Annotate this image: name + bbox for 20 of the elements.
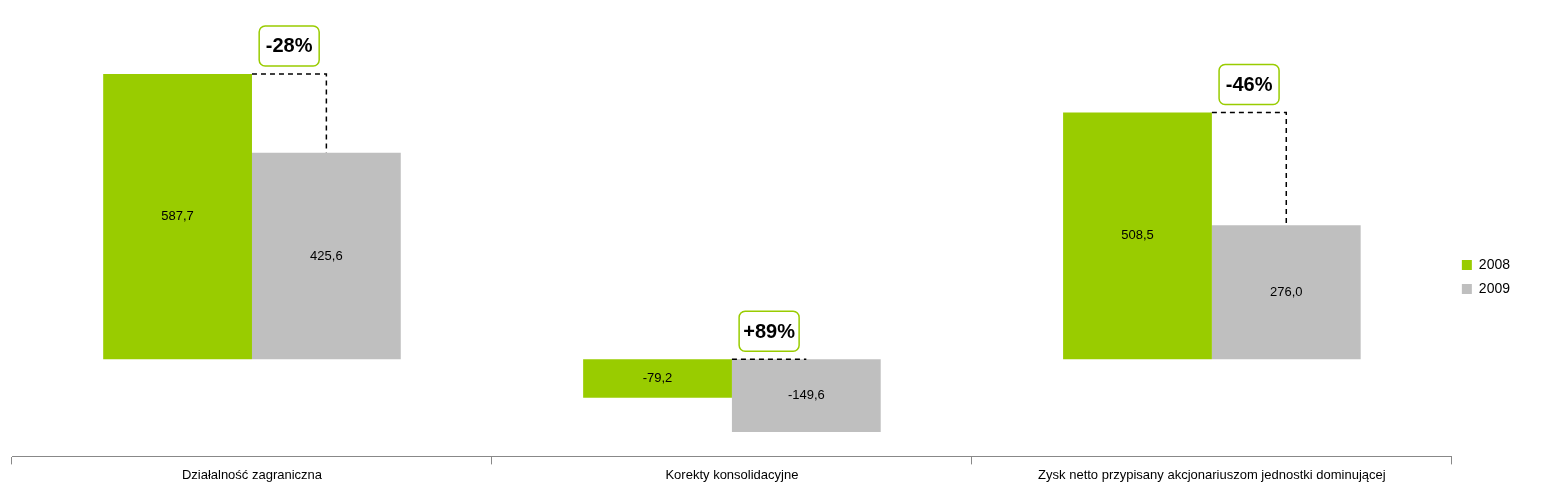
- annotation: -46%: [1225, 72, 1273, 95]
- bar: [251, 152, 401, 360]
- data-label: -149,6: [787, 387, 825, 403]
- legend-label: 2008: [1478, 255, 1511, 272]
- bar: [1063, 112, 1212, 360]
- bar: [103, 73, 252, 360]
- data-label: 587,7: [161, 208, 194, 224]
- x-tick-label: Działalność zagraniczna: [181, 466, 323, 482]
- data-label: 276,0: [1270, 283, 1303, 299]
- x-tick-label: Korekty konsolidacyjne: [665, 466, 799, 482]
- annotation: +89%: [743, 319, 796, 342]
- legend-label: 2009: [1478, 279, 1511, 296]
- data-label: 508,5: [1121, 227, 1154, 243]
- annotation: -28%: [265, 34, 313, 57]
- data-label: -79,2: [642, 370, 673, 386]
- bar: [583, 359, 732, 398]
- bar: [731, 359, 881, 432]
- bar: [1211, 225, 1361, 360]
- data-label: 425,6: [310, 247, 343, 263]
- x-tick-label: Zysk netto przypisany akcjonariuszom jednostki dominującej: [1038, 466, 1386, 482]
